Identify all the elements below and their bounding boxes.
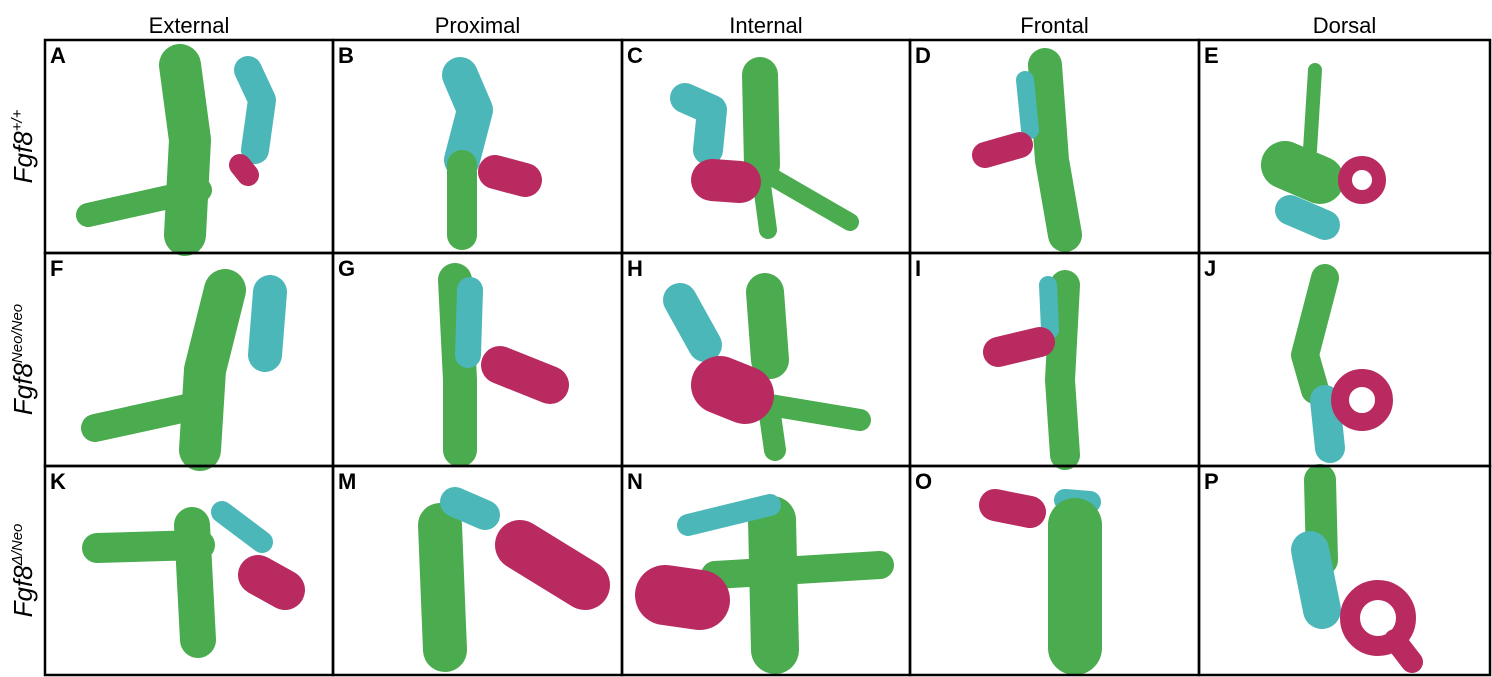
panel-letter: E xyxy=(1204,43,1219,68)
row-label-base: Fgf8 xyxy=(8,565,38,618)
panel-letter: N xyxy=(627,469,643,494)
column-header: Proximal xyxy=(435,13,521,38)
panel-letter: F xyxy=(50,256,63,281)
column-header: Dorsal xyxy=(1313,13,1377,38)
column-header: External xyxy=(149,13,230,38)
row-label-sup: +/+ xyxy=(9,109,26,131)
panel-letter: C xyxy=(627,43,643,68)
panel-letter: K xyxy=(50,469,66,494)
panel-frame xyxy=(1199,253,1490,466)
panel-letter: G xyxy=(338,256,355,281)
renderings xyxy=(88,65,1412,662)
panel-letter: J xyxy=(1204,256,1216,281)
panel-letter: M xyxy=(338,469,356,494)
row-label-base: Fgf8 xyxy=(8,131,38,184)
panel-letter: O xyxy=(915,469,932,494)
figure: External Proximal Internal Frontal Dorsal Fgf… xyxy=(0,0,1492,677)
panel-letter: P xyxy=(1204,469,1219,494)
row-label-sup: Neo/Neo xyxy=(9,304,26,363)
row-label: Fgf8Neo/Neo xyxy=(8,304,38,415)
panel-frame xyxy=(1199,40,1490,253)
column-header: Internal xyxy=(729,13,802,38)
panel-letter: I xyxy=(915,256,921,281)
panel-letter: D xyxy=(915,43,931,68)
row-label-base: Fgf8 xyxy=(8,363,38,416)
panel-frame xyxy=(1199,466,1490,675)
column-header: Frontal xyxy=(1020,13,1088,38)
panel-letter: B xyxy=(338,43,354,68)
panel-letter: H xyxy=(627,256,643,281)
panel-letter: A xyxy=(50,43,66,68)
row-label: Fgf8+/+ xyxy=(8,109,38,183)
row-label: Fgf8Δ/Neo xyxy=(8,524,38,618)
row-label-sup: Δ/Neo xyxy=(9,524,26,567)
